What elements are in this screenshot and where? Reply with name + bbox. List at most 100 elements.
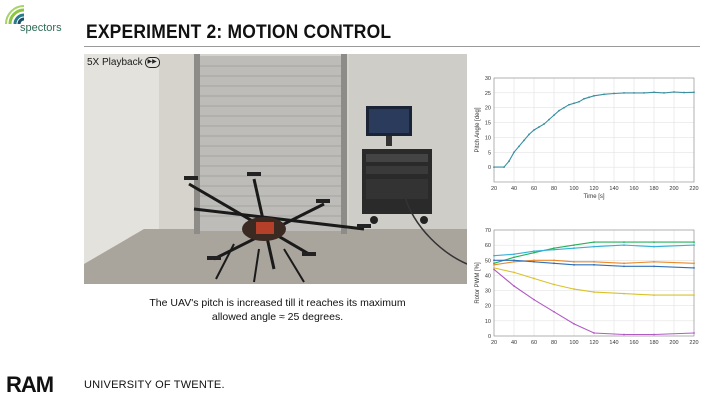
x-tick-label: 160: [629, 186, 638, 192]
rotor-pwm-plot: 20 40 60 80 100 120 140 160 180 200 220 0 10 20 30 40 50…: [475, 228, 699, 346]
data-point: [693, 294, 695, 297]
x-axis-label: Time [s]: [583, 194, 604, 200]
x-tick-label: 200: [669, 186, 678, 192]
data-point: [653, 245, 655, 248]
data-point: [593, 291, 595, 293]
data-point: [693, 266, 695, 269]
data-point: [533, 129, 535, 131]
data-point: [603, 93, 605, 96]
data-point: [693, 332, 695, 334]
data-point: [553, 114, 555, 117]
data-point: [578, 100, 580, 103]
y-tick-label: 0: [488, 165, 491, 171]
video-scene: [84, 54, 467, 284]
logo-text: spectors: [20, 22, 62, 34]
x-tick-label: 20: [491, 186, 497, 192]
data-point: [553, 283, 555, 286]
data-point: [633, 91, 635, 94]
data-point: [593, 260, 595, 263]
y-tick-label: 30: [485, 76, 491, 82]
data-point: [523, 139, 525, 142]
x-tick-label: 120: [589, 186, 598, 192]
data-point: [643, 91, 645, 94]
data-point: [518, 145, 520, 148]
x-tick-label: 100: [569, 186, 578, 192]
data-point: [533, 260, 535, 263]
data-point: [508, 160, 510, 163]
data-point: [533, 298, 535, 301]
data-point: [623, 333, 625, 336]
data-point: [593, 263, 595, 266]
data-point: [563, 106, 565, 109]
y-tick-label: 15: [485, 121, 491, 127]
data-point: [693, 262, 695, 265]
data-point: [573, 322, 575, 325]
x-tick-label: 180: [649, 340, 658, 346]
data-point: [493, 254, 495, 257]
data-point: [693, 244, 695, 247]
data-point: [653, 294, 655, 297]
y-tick-label: 25: [485, 91, 491, 97]
data-point: [573, 244, 575, 247]
x-tick-label: 200: [669, 340, 678, 346]
data-point: [623, 265, 625, 268]
data-point: [513, 260, 515, 263]
data-point: [593, 332, 595, 334]
ram-logo: RAM: [6, 372, 54, 397]
series-line: [494, 91, 695, 168]
y-tick-label: 30: [485, 289, 491, 295]
y-tick-label: 60: [485, 243, 491, 249]
x-tick-label: 120: [589, 340, 598, 346]
data-point: [573, 247, 575, 250]
data-point: [553, 248, 555, 251]
data-point: [513, 253, 515, 256]
y-tick-label: 20: [485, 106, 491, 112]
data-point: [593, 245, 595, 248]
data-point: [613, 92, 615, 95]
playback-label: 5X Playback: [87, 57, 143, 68]
data-point: [573, 263, 575, 266]
data-point: [693, 241, 695, 244]
pitch-angle-chart: 20 40 60 80 100 120 140 160 180 200 220 0 5 10 15 20 25 3…: [474, 72, 700, 206]
data-point: [493, 259, 495, 262]
y-tick-label: 20: [485, 304, 491, 310]
data-point: [543, 123, 545, 125]
data-point: [653, 333, 655, 336]
data-point: [553, 262, 555, 265]
data-point: [513, 151, 515, 154]
data-point: [623, 244, 625, 247]
data-point: [533, 250, 535, 253]
data-point: [653, 241, 655, 244]
data-point: [513, 259, 515, 262]
x-tick-label: 140: [609, 186, 618, 192]
spectors-logo: [4, 2, 74, 42]
plot-frame: [493, 77, 695, 183]
data-point: [528, 133, 530, 136]
data-point: [653, 91, 655, 94]
experiment-video[interactable]: 5X Playback ▶▶: [84, 54, 467, 284]
data-point: [533, 259, 535, 262]
x-tick-label: 40: [511, 340, 517, 346]
data-point: [653, 265, 655, 268]
data-point: [593, 94, 595, 97]
data-point: [583, 97, 585, 100]
data-point: [493, 266, 495, 269]
data-point: [553, 247, 555, 250]
playback-overlay: 5X Playback ▶▶: [87, 57, 160, 68]
university-name: UNIVERSITY OF TWENTE.: [84, 379, 225, 391]
video-caption: The UAV's pitch is increased till it rea…: [100, 296, 455, 324]
data-point: [573, 102, 575, 105]
data-point: [513, 285, 515, 287]
data-point: [568, 103, 570, 106]
title-divider: [84, 46, 700, 47]
caption-line-1: The UAV's pitch is increased till it rea…: [149, 297, 406, 309]
data-point: [513, 256, 515, 259]
rotor-pwm-chart: 20 40 60 80 100 120 140 160 180 200 220 0 10 20 30 40 50…: [474, 226, 700, 354]
data-point: [623, 262, 625, 265]
x-tick-label: 20: [491, 340, 497, 346]
y-axis-label: Pitch Angle [deg]: [475, 107, 481, 152]
data-point: [663, 91, 665, 94]
data-point: [538, 126, 540, 128]
x-tick-label: 60: [531, 340, 537, 346]
data-point: [683, 91, 685, 94]
